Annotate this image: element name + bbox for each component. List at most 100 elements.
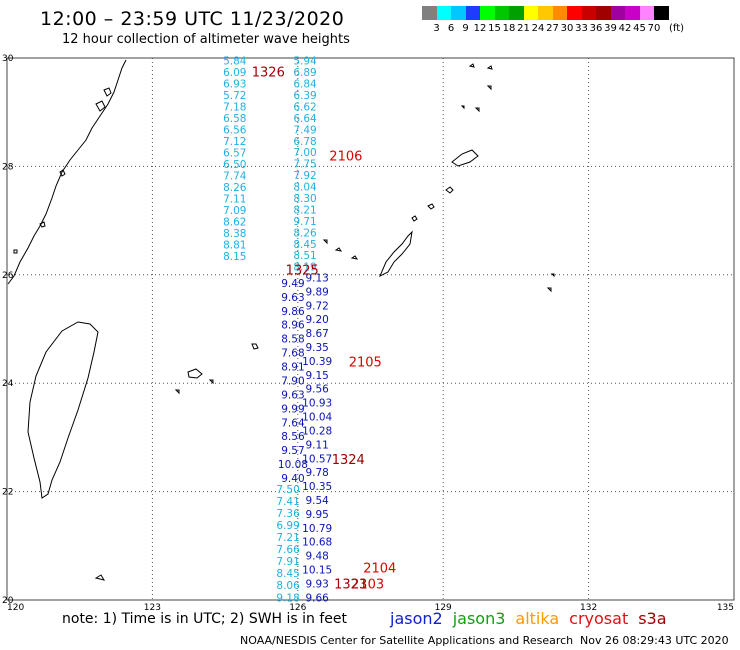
lat-tick-label: 20 xyxy=(2,596,14,606)
wave-height-value: 10.57 xyxy=(302,453,332,465)
lat-tick-label: 24 xyxy=(2,379,14,389)
wave-height-value: 7.09 xyxy=(223,205,246,217)
legend-label: 42 xyxy=(618,23,632,34)
wave-height-value: 10.93 xyxy=(302,398,332,410)
china-coast-islands xyxy=(13,87,112,254)
wave-height-value: 9.40 xyxy=(281,473,304,485)
legend-swatch xyxy=(654,6,669,20)
legend-swatch xyxy=(567,6,582,20)
wave-height-value: 7.18 xyxy=(223,102,246,114)
wave-height-value: 6.99 xyxy=(276,520,299,532)
legend-label: 70 xyxy=(647,23,661,34)
lat-tick-label: 22 xyxy=(2,488,13,498)
legend-swatch xyxy=(494,6,509,20)
wave-height-value: 9.78 xyxy=(305,467,328,479)
legend-label: 45 xyxy=(633,23,646,34)
wave-height-value: 7.50 xyxy=(276,484,299,496)
coastlines xyxy=(7,59,555,581)
pass-number-label: 1325 xyxy=(286,263,319,278)
satellite-legend-item: altika xyxy=(515,609,560,628)
wave-height-value: 7.74 xyxy=(223,170,247,182)
legend-swatch xyxy=(480,6,495,20)
satellite-legend-item: s3a xyxy=(638,609,667,628)
wave-height-value: 6.50 xyxy=(223,159,246,171)
pass-number-label: 1326 xyxy=(252,66,285,81)
legend-label: 6 xyxy=(447,23,455,34)
wave-height-value: 9.49 xyxy=(281,278,304,290)
wave-height-value: 7.91 xyxy=(276,556,299,568)
wave-height-value: 7.64 xyxy=(281,417,305,429)
legend-label: 39 xyxy=(604,23,617,34)
taiwan-coast xyxy=(27,321,99,499)
wave-height-value: 8.62 xyxy=(223,216,246,228)
wave-height-value: 8.91 xyxy=(281,362,304,374)
legend-swatch xyxy=(465,6,480,20)
wave-height-value: 8.06 xyxy=(276,580,300,592)
wave-height-value: 6.89 xyxy=(293,67,316,79)
wave-height-value: 9.48 xyxy=(305,551,328,563)
wave-height-value: 9.15 xyxy=(305,370,328,382)
lon-tick-label: 123 xyxy=(144,603,161,613)
wave-height-value: 7.68 xyxy=(281,348,304,360)
legend-swatch xyxy=(639,6,654,20)
wave-height-value: 5.72 xyxy=(223,90,246,102)
wave-height-value: 8.38 xyxy=(223,228,246,240)
wave-height-value: 8.21 xyxy=(293,204,316,216)
wave-height-value: 6.57 xyxy=(223,148,246,160)
wave-height-value: 10.28 xyxy=(302,425,332,437)
wave-height-value: 7.41 xyxy=(276,496,299,508)
wave-height-value: 6.78 xyxy=(293,136,316,148)
wave-height-value: 7.00 xyxy=(293,147,316,159)
legend-swatch xyxy=(422,6,437,20)
wave-height-value: 7.75 xyxy=(293,159,316,171)
wave-height-value: 10.04 xyxy=(302,412,332,424)
okinawa-coast xyxy=(379,230,413,278)
wave-height-value: 8.19 xyxy=(293,262,316,274)
legend-label: 33 xyxy=(575,23,588,34)
wave-height-value: 9.54 xyxy=(305,495,329,507)
legend-label: 30 xyxy=(560,23,574,34)
wave-height-value: 8.15 xyxy=(223,251,246,263)
legend-swatch xyxy=(581,6,596,20)
wave-height-value: 8.81 xyxy=(223,239,246,251)
wave-height-value: 7.49 xyxy=(293,124,316,136)
wave-height-value: 9.99 xyxy=(281,403,304,415)
wave-height-value: 10.08 xyxy=(278,459,308,471)
wave-height-value: 9.95 xyxy=(305,509,328,521)
wave-height-value: 8.67 xyxy=(305,328,328,340)
wave-height-value: 9.13 xyxy=(305,273,328,285)
amami-islands xyxy=(411,149,479,222)
legend-label: 36 xyxy=(589,23,603,34)
legend-label: 12 xyxy=(473,23,487,34)
note-text: note: 1) Time is in UTC; 2) SWH is in fe… xyxy=(62,611,348,627)
wave-height-value: 9.20 xyxy=(305,314,328,326)
wave-height-value: 7.21 xyxy=(276,532,299,544)
wave-height-value: 8.51 xyxy=(293,250,316,262)
wave-height-value: 8.58 xyxy=(281,334,304,346)
lat-tick-label: 28 xyxy=(2,162,14,172)
wave-height-value: 8.04 xyxy=(293,182,317,194)
wave-height-value: 9.56 xyxy=(305,384,329,396)
lon-tick-label: 135 xyxy=(717,603,734,613)
wave-height-value: 9.57 xyxy=(281,445,304,457)
legend-label: 21 xyxy=(517,23,530,34)
wave-height-value: 9.93 xyxy=(305,578,328,590)
wave-height-value: 8.45 xyxy=(276,568,299,580)
wave-height-value: 6.84 xyxy=(293,79,317,91)
footer-timestamp: Nov 26 08:29:43 UTC 2020 xyxy=(580,634,729,647)
pass-number-label: 2105 xyxy=(349,356,382,371)
pass-number-label: 1323 xyxy=(334,578,367,593)
wave-height-value: 6.56 xyxy=(223,125,247,137)
wave-height-value: 9.66 xyxy=(305,592,329,604)
pass-number-label: 2103 xyxy=(351,578,384,593)
legend-label: 24 xyxy=(531,23,545,34)
lon-tick-label: 126 xyxy=(289,603,306,613)
legend-swatch xyxy=(436,6,451,20)
legend-swatch xyxy=(523,6,538,20)
legend-swatch xyxy=(538,6,553,20)
wave-height-value: 8.26 xyxy=(223,182,247,194)
wave-height-value: 8.56 xyxy=(281,431,305,443)
china-coast xyxy=(7,59,127,285)
wave-height-value: 5.94 xyxy=(293,56,317,68)
